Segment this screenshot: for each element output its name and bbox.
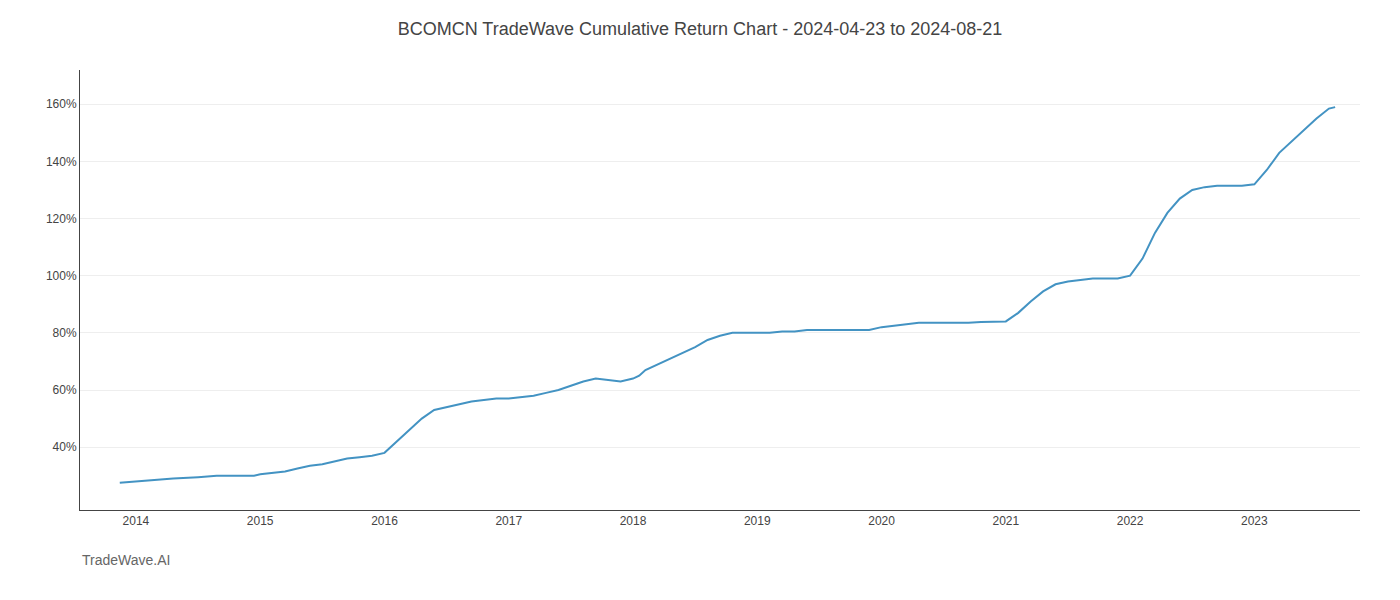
svg-text:120%: 120%: [46, 212, 77, 226]
svg-text:BCOMCN TradeWave Cumulative Re: BCOMCN TradeWave Cumulative Return Chart…: [398, 19, 1003, 39]
svg-text:40%: 40%: [53, 440, 77, 454]
svg-text:80%: 80%: [53, 326, 77, 340]
svg-text:100%: 100%: [46, 269, 77, 283]
svg-text:140%: 140%: [46, 155, 77, 169]
svg-text:2018: 2018: [620, 514, 647, 528]
svg-text:2017: 2017: [495, 514, 522, 528]
svg-text:TradeWave.AI: TradeWave.AI: [82, 552, 170, 568]
svg-text:2021: 2021: [992, 514, 1019, 528]
svg-text:2014: 2014: [123, 514, 150, 528]
svg-text:2022: 2022: [1117, 514, 1144, 528]
svg-text:2015: 2015: [247, 514, 274, 528]
svg-text:2019: 2019: [744, 514, 771, 528]
svg-text:2020: 2020: [868, 514, 895, 528]
svg-text:2016: 2016: [371, 514, 398, 528]
svg-text:160%: 160%: [46, 97, 77, 111]
svg-text:60%: 60%: [53, 383, 77, 397]
svg-text:2023: 2023: [1241, 514, 1268, 528]
